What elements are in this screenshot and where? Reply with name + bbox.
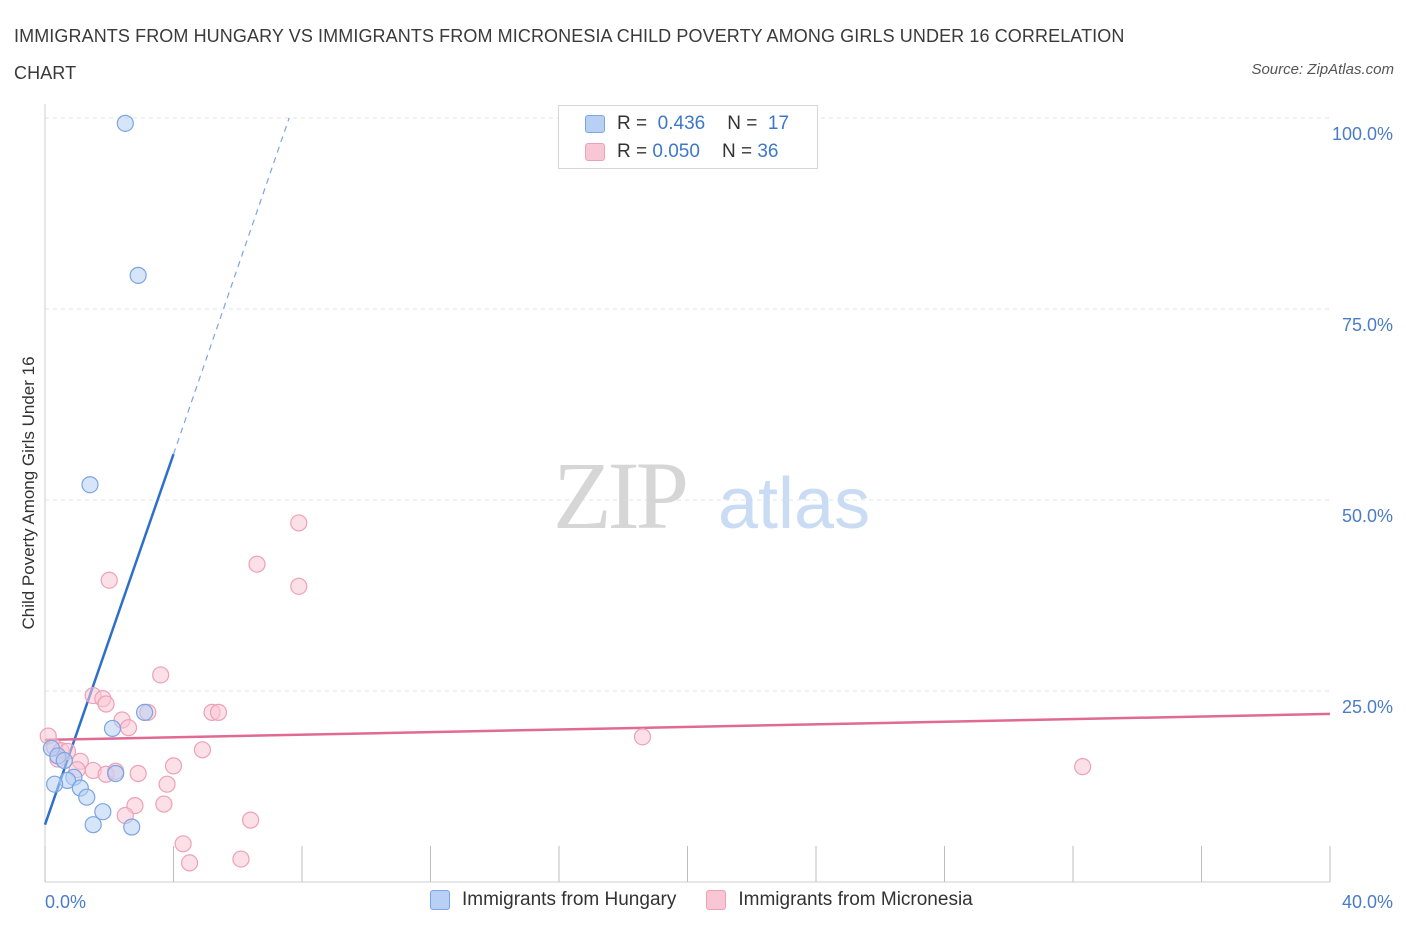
watermark-atlas: atlas xyxy=(718,464,870,544)
chart-title: IMMIGRANTS FROM HUNGARY VS IMMIGRANTS FR… xyxy=(14,26,1125,83)
legend-label-hungary: Immigrants from Hungary xyxy=(462,889,677,910)
x-tick-label-max: 40.0% xyxy=(1342,892,1393,912)
legend-item-hungary: Immigrants from Hungary xyxy=(430,889,676,911)
legend-r-label: R = xyxy=(617,141,648,162)
point-micronesia xyxy=(633,728,652,746)
legend-n-label: N = xyxy=(727,113,758,134)
point-micronesia xyxy=(232,850,250,868)
axes xyxy=(44,104,1331,883)
point-micronesia xyxy=(129,764,147,783)
point-micronesia xyxy=(100,571,118,589)
legend-item-micronesia: Immigrants from Micronesia xyxy=(706,889,973,911)
point-hungary xyxy=(81,476,99,494)
point-hungary xyxy=(55,751,73,770)
point-micronesia xyxy=(152,666,170,684)
grid-lines xyxy=(45,117,1330,692)
y-tick-label-50: 50.0% xyxy=(1342,506,1393,526)
trend-lines xyxy=(43,117,1331,826)
legend-r-value: 0.436 xyxy=(657,113,706,134)
legend-row-hungary: R = 0.436 N = 17 xyxy=(585,111,789,137)
point-hungary xyxy=(129,266,147,284)
y-tick-label-100: 100.0% xyxy=(1332,124,1393,144)
point-hungary xyxy=(123,818,141,836)
point-hungary xyxy=(107,764,125,783)
point-micronesia xyxy=(180,854,199,872)
legend-r-value: 0.050 xyxy=(652,141,700,162)
point-hungary xyxy=(135,703,154,721)
point-hungary xyxy=(103,719,122,738)
source-label: Source: ZipAtlas.com xyxy=(1251,61,1394,78)
point-micronesia xyxy=(248,555,266,573)
point-micronesia xyxy=(164,757,183,775)
data-points xyxy=(39,114,1092,872)
legend-label-micronesia: Immigrants from Micronesia xyxy=(738,889,973,910)
legend-r-label: R = xyxy=(617,113,648,134)
legend-row-micronesia: R = 0.050 N = 36 xyxy=(585,139,778,165)
y-axis-label: Child Poverty Among Girls Under 16 xyxy=(19,356,38,629)
trend-line-hungary-extension xyxy=(172,117,290,455)
legend-n-value: 36 xyxy=(757,141,779,162)
point-micronesia xyxy=(119,719,138,737)
trend-line-micronesia xyxy=(44,712,1331,742)
point-hungary xyxy=(84,816,102,834)
legend-n-value: 17 xyxy=(767,113,790,134)
legend-swatch-micronesia xyxy=(585,143,605,161)
y-tick-label-75: 75.0% xyxy=(1342,315,1393,335)
point-hungary xyxy=(116,114,134,132)
point-micronesia xyxy=(290,514,308,532)
legend-swatch-micronesia xyxy=(706,890,727,910)
point-micronesia xyxy=(209,703,228,721)
point-hungary xyxy=(78,788,96,806)
point-hungary xyxy=(94,803,112,821)
point-micronesia xyxy=(97,695,115,713)
point-micronesia xyxy=(1074,758,1092,776)
x-tick-label-min: 0.0% xyxy=(45,892,86,912)
series-legend: Immigrants from Hungary Immigrants from … xyxy=(430,889,1003,911)
point-micronesia xyxy=(155,795,173,813)
tick-labels: 0.0% 40.0% 25.0% 50.0% 75.0% 100.0% xyxy=(45,124,1393,912)
point-micronesia xyxy=(242,811,260,829)
point-hungary xyxy=(46,775,64,793)
correlation-legend: R = 0.436 N = 17 R = 0.050 N = 36 xyxy=(558,105,818,169)
legend-swatch-hungary xyxy=(585,115,605,133)
point-micronesia xyxy=(174,835,192,853)
y-tick-label-25: 25.0% xyxy=(1342,697,1393,717)
point-micronesia xyxy=(290,577,308,595)
point-micronesia xyxy=(158,775,176,793)
legend-n-label: N = xyxy=(721,141,753,162)
watermark-zip: ZIP xyxy=(553,442,686,549)
point-micronesia xyxy=(193,741,212,759)
legend-swatch-hungary xyxy=(430,890,450,910)
